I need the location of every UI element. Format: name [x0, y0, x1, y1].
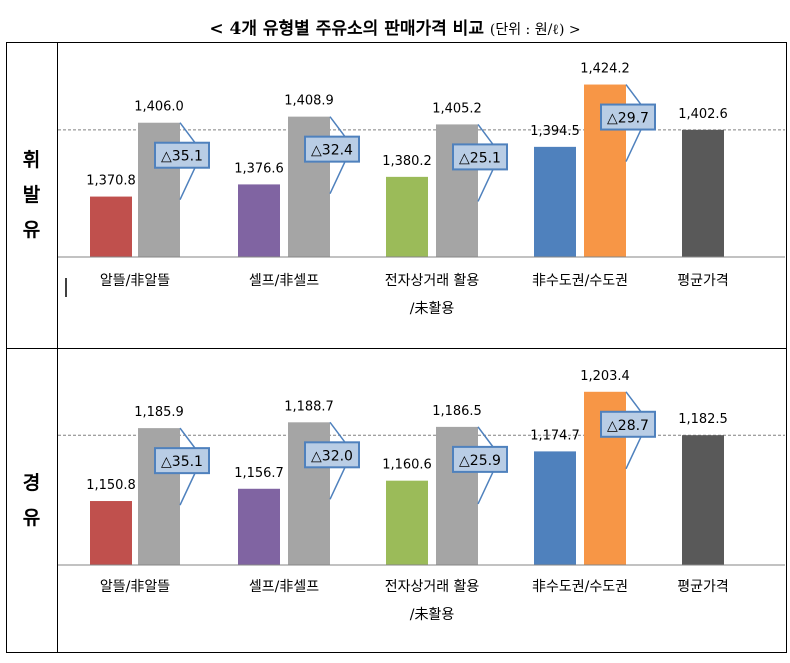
- data-label: 1,424.2: [580, 62, 630, 77]
- row-divider: [6, 348, 787, 349]
- bar: [90, 501, 132, 565]
- difference-label: △25.9: [459, 453, 501, 469]
- fuel-label-char: 유: [22, 219, 41, 241]
- bar: [386, 176, 428, 257]
- data-label: 1,174.7: [530, 428, 580, 443]
- difference-callout: [452, 143, 508, 171]
- bar: [682, 129, 724, 257]
- title-main: < 4개 유형별 주유소의 판매가격 비교: [209, 19, 484, 39]
- chart-title: < 4개 유형별 주유소의 판매가격 비교 (단위 : 원/ℓ) >: [0, 14, 790, 39]
- difference-label: △35.1: [161, 149, 203, 165]
- difference-callout: [304, 441, 360, 469]
- table-frame: [6, 42, 787, 653]
- data-label: 1,156.7: [234, 466, 284, 481]
- data-label: 1,186.5: [432, 404, 482, 419]
- fuel-label-diesel: 경 유: [6, 466, 57, 536]
- callout-leader: [179, 472, 196, 506]
- fuel-label-char: 경: [22, 472, 41, 494]
- data-label: 1,188.7: [284, 399, 334, 414]
- bar: [238, 488, 280, 565]
- callout-leader: [477, 426, 494, 448]
- data-label: 1,150.8: [86, 478, 136, 493]
- data-label: 1,406.0: [134, 100, 184, 115]
- data-label: 1,394.5: [530, 124, 580, 139]
- difference-label: △29.7: [607, 111, 649, 127]
- fuel-label-char: 휘: [22, 149, 41, 171]
- category-label: /未활용: [410, 607, 455, 623]
- callout-leader: [477, 123, 494, 145]
- callout-leader: [329, 466, 346, 500]
- difference-callout: [154, 141, 210, 169]
- data-label: 1,203.4: [580, 369, 630, 384]
- callout-leader: [179, 167, 196, 201]
- fuel-label-gasoline: 휘 발 유: [6, 143, 57, 248]
- callout-leader: [625, 391, 642, 413]
- title-unit: (단위 : 원/ℓ) >: [489, 22, 581, 38]
- category-label: 평균가격: [677, 273, 729, 289]
- category-label: /未활용: [410, 301, 455, 317]
- difference-label: △28.7: [607, 418, 649, 434]
- difference-callout: [452, 445, 508, 473]
- bar: [90, 196, 132, 257]
- category-label: 非수도권/수도권: [532, 273, 628, 289]
- callout-leader: [179, 122, 196, 144]
- data-label: 1,380.2: [382, 154, 432, 169]
- category-label: 알뜰/非알뜰: [100, 579, 170, 595]
- category-label: 셀프/非셀프: [249, 579, 319, 595]
- bar: [238, 184, 280, 257]
- diesel-chart: 1,150.8 1,185.9 △35.1 알뜰/非알뜰 1,156.7 1,188.7 △…: [58, 369, 785, 623]
- callout-leader: [477, 471, 494, 505]
- fuel-label-char: 발: [22, 184, 41, 206]
- callout-leader: [625, 436, 642, 470]
- data-label: 1,370.8: [86, 174, 136, 189]
- category-label: 평균가격: [677, 579, 729, 595]
- category-label: 전자상거래 활용: [385, 579, 480, 595]
- callout-leader: [625, 129, 642, 162]
- category-label: 非수도권/수도권: [532, 579, 628, 595]
- callout-leader: [329, 421, 346, 443]
- callout-leader: [477, 169, 494, 202]
- gasoline-chart: 1,370.8 1,406.0 △35.1 알뜰/非알뜰 1,376.6 1,408.9 △…: [58, 62, 785, 317]
- callout-leader: [329, 116, 346, 138]
- difference-callout: [304, 135, 360, 163]
- difference-label: △25.1: [459, 150, 501, 166]
- callout-leader: [329, 161, 346, 194]
- difference-label: △35.1: [161, 454, 203, 470]
- data-label: 1,402.6: [678, 107, 728, 122]
- data-label: 1,405.2: [432, 101, 482, 116]
- callout-leader: [179, 427, 196, 449]
- bar: [386, 480, 428, 565]
- data-label: 1,160.6: [382, 458, 432, 473]
- category-label: 알뜰/非알뜰: [100, 273, 170, 289]
- callout-leader: [625, 84, 642, 105]
- data-label: 1,182.5: [678, 412, 728, 427]
- difference-callout: [600, 410, 656, 438]
- bar: [534, 451, 576, 565]
- data-label: 1,376.6: [234, 161, 284, 176]
- column-divider: [57, 42, 58, 653]
- category-label: 전자상거래 활용: [385, 273, 480, 289]
- bar: [682, 435, 724, 565]
- bar: [534, 146, 576, 257]
- difference-callout: [600, 103, 656, 131]
- category-label: 셀프/非셀프: [249, 273, 319, 289]
- difference-label: △32.0: [311, 448, 353, 464]
- difference-callout: [154, 447, 210, 475]
- data-label: 1,408.9: [284, 94, 334, 109]
- difference-label: △32.4: [311, 143, 353, 159]
- data-label: 1,185.9: [134, 405, 184, 420]
- fuel-label-char: 유: [22, 507, 41, 529]
